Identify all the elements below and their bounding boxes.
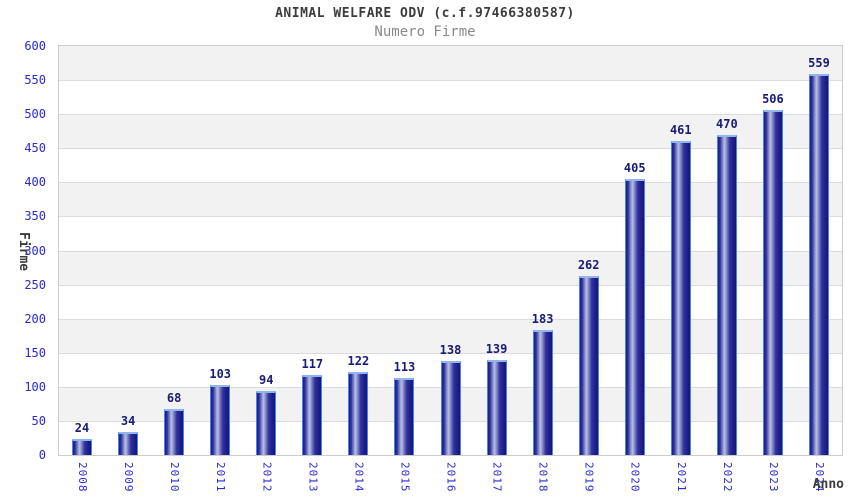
x-tick-label: 2019: [582, 462, 596, 493]
bar: [394, 377, 415, 455]
bar-value-label: 139: [485, 342, 508, 357]
grid-line: [59, 352, 842, 354]
bar: [578, 276, 599, 455]
x-tick-label: 2011: [214, 462, 228, 493]
bar-value-label: 68: [166, 390, 182, 405]
x-tick-label: 2024: [812, 462, 826, 493]
x-axis-title: Anno: [812, 477, 844, 492]
grid-band: [59, 80, 842, 115]
bar: [302, 375, 323, 455]
bar: [716, 134, 737, 455]
y-tick-label: 350: [24, 209, 46, 224]
bar: [440, 360, 461, 455]
y-axis-title: Firme: [16, 232, 31, 272]
bar-value-label: 470: [716, 116, 738, 131]
grid-band: [59, 250, 842, 285]
y-tick-label: 500: [24, 107, 46, 122]
grid-line: [59, 182, 842, 184]
bar-value-label: 122: [347, 353, 370, 368]
chart-title: ANIMAL WELFARE ODV (c.f.97466380587): [275, 6, 575, 21]
bar: [808, 73, 829, 455]
bar-value-label: 103: [209, 366, 232, 381]
y-tick-label: 600: [24, 39, 46, 53]
grid-band: [59, 148, 842, 183]
y-tick-label: 550: [24, 73, 46, 88]
grid-line: [59, 216, 842, 218]
bar-value-label: 461: [669, 122, 692, 137]
x-tick-label: 2016: [444, 462, 458, 493]
x-axis: 2008 2009 2010 2011 2012 2013 2014 2015 2016 2017…: [58, 462, 843, 500]
x-tick-label: 2014: [352, 462, 366, 493]
y-tick-label: 250: [24, 277, 46, 292]
grid-band: [59, 284, 842, 319]
bar: [532, 330, 553, 455]
y-tick-label: 150: [24, 345, 46, 360]
x-tick-label: 2012: [260, 462, 274, 493]
bar-value-label: 113: [393, 359, 416, 374]
bar: [256, 390, 277, 455]
x-tick-label: 2021: [674, 462, 688, 493]
bar-value-label: 506: [762, 92, 784, 107]
x-tick-label: 2010: [168, 462, 182, 493]
bar: [210, 384, 231, 455]
grid-line: [59, 148, 842, 150]
grid-line: [59, 80, 842, 82]
y-tick-label: 0: [38, 448, 46, 462]
grid-band: [59, 318, 842, 353]
bar-value-label: 24: [74, 420, 90, 435]
bar-value-label: 138: [439, 342, 462, 357]
x-tick-label: 2020: [628, 462, 642, 493]
x-tick-label: 2015: [398, 462, 412, 493]
x-tick-label: 2018: [536, 462, 550, 493]
bar-value-label: 559: [808, 55, 830, 70]
bar: [118, 431, 139, 455]
y-tick-label: 300: [24, 243, 46, 258]
bar: [624, 178, 645, 455]
chart-subtitle: Numero Firme: [374, 24, 476, 40]
x-tick-label: 2008: [76, 462, 90, 493]
bar-value-label: 117: [301, 357, 324, 372]
y-tick-label: 200: [24, 311, 46, 326]
bar: [486, 360, 507, 455]
grid-band: [59, 182, 842, 217]
y-axis: 0 50 100 150 200 250 300 350 400 450 500 550 600: [0, 39, 52, 462]
x-tick-label: 2009: [122, 462, 136, 493]
bar-value-label: 405: [623, 160, 646, 175]
bar: [72, 438, 93, 455]
x-tick-label: 2023: [766, 462, 780, 493]
bar-value-label: 94: [259, 372, 274, 387]
x-tick-label: 2013: [306, 462, 320, 493]
y-tick-label: 100: [24, 379, 46, 394]
grid-line: [59, 250, 842, 252]
plot-area: 24 34 68 103 94 117 122 113 138 139 183 262 405 461 47…: [58, 45, 843, 456]
grid-band: [59, 46, 842, 81]
bar: [348, 371, 369, 455]
grid-line: [59, 284, 842, 286]
grid-line: [59, 114, 842, 116]
bar-value-label: 262: [577, 258, 600, 273]
x-tick-label: 2022: [720, 462, 734, 493]
bar-value-label: 34: [120, 413, 136, 428]
grid-band: [59, 216, 842, 251]
bar: [670, 140, 691, 455]
x-tick-label: 2017: [490, 462, 504, 493]
y-tick-label: 50: [31, 413, 46, 428]
bar-value-label: 183: [531, 312, 554, 327]
y-tick-label: 450: [24, 141, 46, 156]
bar: [164, 408, 185, 455]
grid-band: [59, 114, 842, 149]
bar: [762, 110, 783, 455]
grid-line: [59, 318, 842, 320]
y-tick-label: 400: [24, 175, 46, 190]
